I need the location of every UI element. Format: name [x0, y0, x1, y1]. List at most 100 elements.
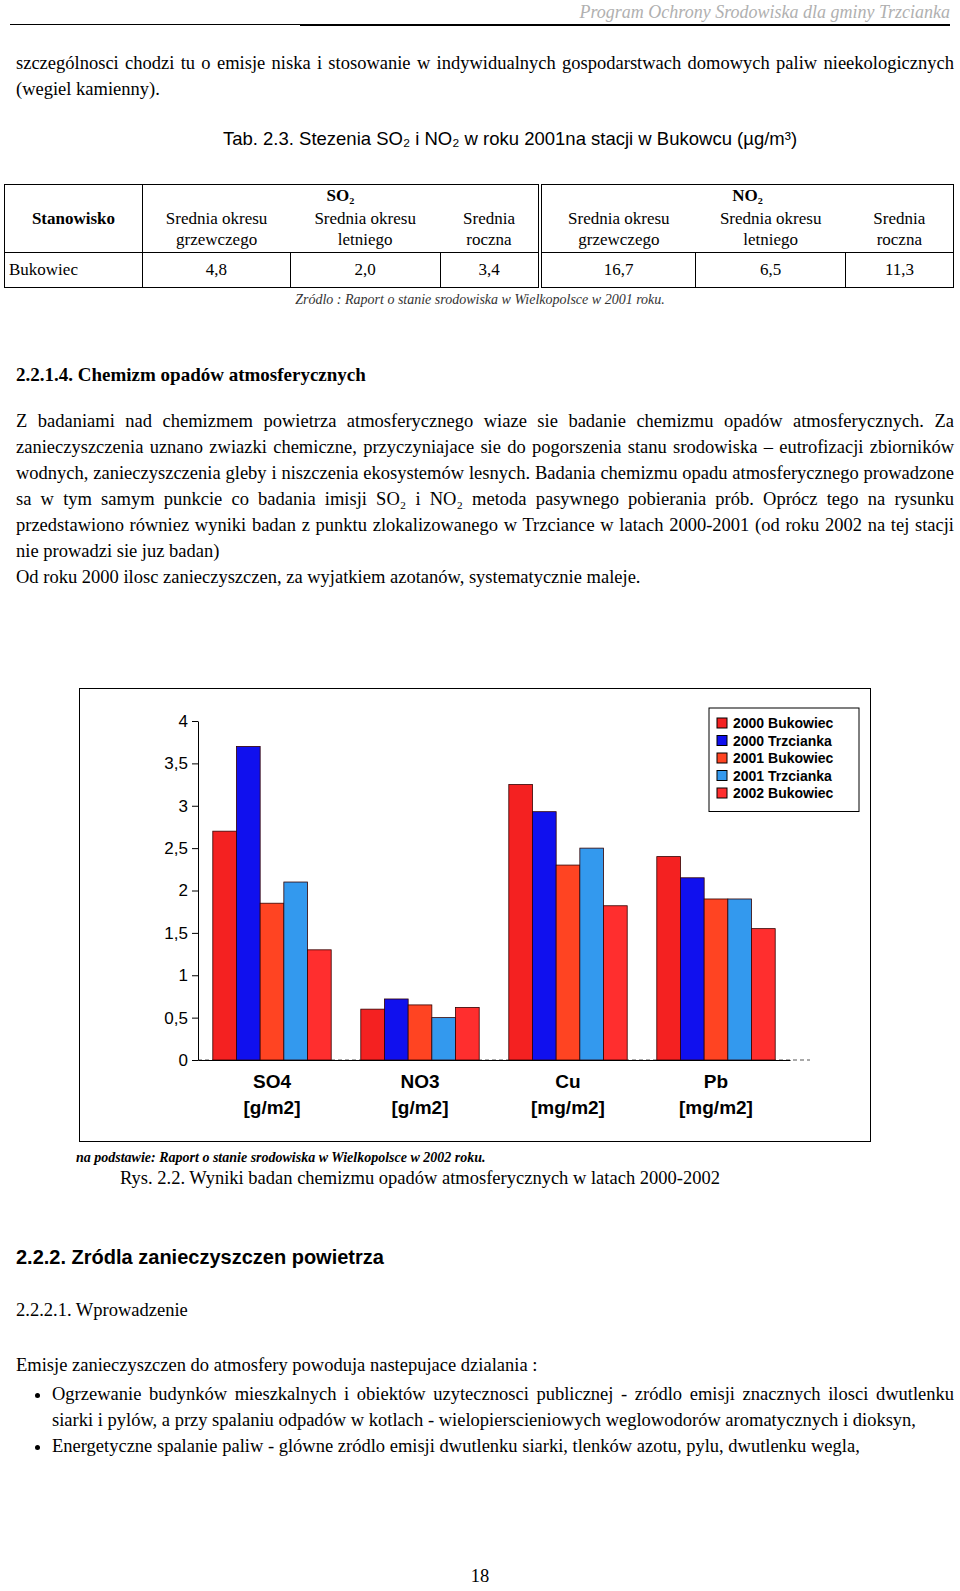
tick: Cu [mg/m2] — [531, 1060, 605, 1118]
source-text: na podstawie: Raport o stanie srodowiska… — [76, 1150, 486, 1165]
bullet-list: Ogrzewanie budynków mieszkalnych i obiek… — [16, 1381, 954, 1459]
tick-mark — [192, 1060, 198, 1061]
bar — [408, 1005, 432, 1060]
tick: SO4 [g/m2] — [244, 1060, 301, 1118]
axis-line — [198, 722, 199, 1061]
tick-label: 2,5 — [164, 839, 188, 858]
data-cell: 11,3 — [846, 253, 954, 288]
bar — [556, 865, 580, 1060]
tick-label: 0,5 — [164, 1009, 188, 1028]
caption-text: Tab. 2.3. Stezenia SO₂ i NO₂ w roku 2001… — [223, 128, 797, 149]
series — [213, 785, 681, 1060]
legend-label: 2000 Trzcianka — [733, 733, 832, 749]
subheader-cell: Srednia roczna — [846, 206, 954, 253]
legend-label: 2000 Bukowiec — [733, 715, 834, 731]
section-body: Z badaniami nad chemizmem powietrza atmo… — [16, 408, 954, 590]
tick-label-line: NO3 — [400, 1071, 439, 1092]
legend-item: 2000 Bukowiec — [717, 715, 834, 731]
header-cell: SO₂ — [142, 185, 540, 207]
chart-box: 0 0,5 1 1,5 2 2,5 3 3,5 4 SO4 [g/m2] NO3 [g/m2] Cu [mg… — [79, 688, 871, 1142]
series — [236, 746, 704, 1060]
legend-label: 2001 Bukowiec — [733, 750, 834, 766]
tick-mark — [192, 806, 198, 807]
chart: 0 0,5 1 1,5 2 2,5 3 3,5 4 SO4 [g/m2] NO3 [g/m2] Cu [mg… — [79, 688, 871, 1142]
bullet-item: Energetyczne spalanie paliw - glówne zró… — [52, 1433, 954, 1459]
section-heading: 2.2.1.4. Chemizm opadów atmosferycznych — [16, 364, 954, 386]
tick: 2,5 — [164, 839, 198, 858]
tick-mark — [192, 933, 198, 934]
tick: 2 — [179, 881, 198, 900]
tick-label-line: [g/m2] — [244, 1097, 301, 1118]
heading-text: 2.2.1.4. Chemizm opadów atmosferycznych — [16, 364, 366, 385]
tick-label: 3 — [179, 797, 188, 816]
tick-label: 0 — [179, 1051, 188, 1070]
y-axis: 0 0,5 1 1,5 2 2,5 3 3,5 4 — [164, 712, 198, 1070]
header-rule — [10, 24, 950, 25]
bar — [308, 950, 332, 1060]
bar — [384, 999, 408, 1060]
data-cell: 4,8 — [142, 253, 290, 288]
subsection-heading: 2.2.2.1. Wprowadzenie — [16, 1300, 954, 1321]
tick-label: 1,5 — [164, 924, 188, 943]
tick-label-line: [mg/m2] — [531, 1097, 605, 1118]
section-heading: 2.2.2. Zródla zanieczyszczen powietrza — [16, 1246, 954, 1269]
table-caption: Tab. 2.3. Stezenia SO₂ i NO₂ w roku 2001… — [0, 128, 960, 150]
axis-line — [199, 1060, 791, 1061]
bar — [704, 899, 728, 1060]
tick: 0 — [179, 1051, 198, 1070]
figure-source: na podstawie: Raport o stanie srodowiska… — [76, 1150, 956, 1166]
header-cell: Stanowisko — [5, 185, 143, 253]
tick: 1,5 — [164, 924, 198, 943]
bar — [361, 1009, 385, 1060]
series — [308, 906, 776, 1060]
tick-mark — [192, 721, 198, 722]
tick-label-line: Cu — [555, 1071, 580, 1092]
series — [260, 865, 728, 1060]
paragraph: Z badaniami nad chemizmem powietrza atmo… — [16, 408, 954, 564]
tick-label-line: [g/m2] — [392, 1097, 449, 1118]
bar — [260, 903, 284, 1060]
tick-label: 2 — [179, 881, 188, 900]
tick: 4 — [179, 712, 198, 731]
tick: 1 — [179, 966, 198, 985]
bar — [213, 831, 237, 1060]
running-title: Program Ochrony Srodowiska dla gminy Trz… — [580, 2, 951, 22]
tick-label-line: Pb — [704, 1071, 728, 1092]
tick-label-line: [mg/m2] — [679, 1097, 753, 1118]
legend-box — [709, 708, 859, 812]
data-table: StanowiskoSO₂NO₂Srednia okresu grzewczeg… — [4, 184, 954, 288]
legend-swatch — [717, 753, 727, 763]
legend-item: 2002 Bukowiec — [717, 785, 834, 801]
legend-swatch — [717, 718, 727, 728]
tick: 0,5 — [164, 1009, 198, 1028]
bullet-item: Ogrzewanie budynków mieszkalnych i obiek… — [52, 1381, 954, 1433]
bar — [580, 848, 604, 1060]
tick: Pb [mg/m2] — [679, 1060, 753, 1118]
bar — [456, 1007, 480, 1060]
tick-label: 4 — [179, 712, 188, 731]
tick-mark — [192, 1018, 198, 1019]
tick: NO3 [g/m2] — [392, 1060, 449, 1118]
series — [284, 848, 752, 1060]
subheader-cell: Srednia okresu letniego — [290, 206, 440, 253]
data-cell: 16,7 — [540, 253, 696, 288]
table-body: StanowiskoSO₂NO₂Srednia okresu grzewczeg… — [5, 185, 954, 288]
page-number: 18 — [0, 1566, 960, 1587]
header-cell: NO₂ — [540, 185, 954, 207]
header-row: StanowiskoSO₂NO₂ — [5, 185, 954, 207]
paragraph: Emisje zanieczyszczen do atmosfery powod… — [16, 1352, 954, 1378]
tick: 3,5 — [164, 754, 198, 773]
subheader-cell: Srednia roczna — [440, 206, 540, 253]
tick-label-line: SO4 — [253, 1071, 291, 1092]
legend-swatch — [717, 771, 727, 781]
table-wrap: StanowiskoSO₂NO₂Srednia okresu grzewczeg… — [4, 184, 956, 288]
bar — [284, 882, 308, 1060]
tick-label: Cu [mg/m2] — [531, 1071, 605, 1118]
tick: 3 — [179, 797, 198, 816]
data-cell: 2,0 — [290, 253, 440, 288]
bar — [680, 878, 704, 1060]
bars — [213, 746, 775, 1060]
legend-label: 2002 Bukowiec — [733, 785, 834, 801]
tick-label: 3,5 — [164, 754, 188, 773]
legend-swatch — [717, 788, 727, 798]
